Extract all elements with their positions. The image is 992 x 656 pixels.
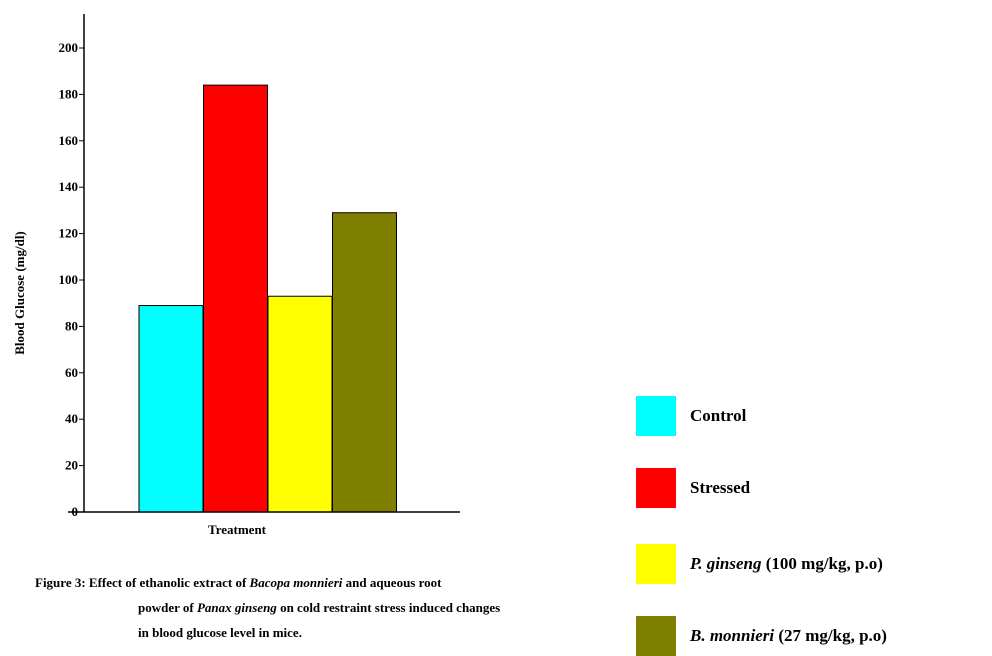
legend-item-stressed: Stressed [636, 468, 992, 508]
bar-1 [203, 84, 268, 513]
caption-line-3: in blood glucose level in mice. [138, 625, 302, 640]
x-axis-title: Treatment [208, 522, 267, 537]
legend-item-control: Control [636, 396, 992, 436]
y-tick-label: 180 [59, 86, 79, 101]
bar-chart: 020406080100120140160180200 Treatment Bl… [12, 14, 460, 537]
y-tick-label: 60 [65, 365, 78, 380]
legend-label: P. ginseng (100 mg/kg, p.o) [690, 554, 883, 573]
caption-line-1: Figure 3: Effect of ethanolic extract of… [35, 575, 442, 590]
y-tick-label: 200 [59, 40, 79, 55]
y-tick-label: 140 [59, 179, 79, 194]
legend-item-b-monnieri: B. monnieri (27 mg/kg, p.o) [636, 616, 992, 656]
y-axis: 020406080100120140160180200 [59, 14, 85, 519]
legend-label: Stressed [690, 478, 751, 497]
y-axis-title: Blood Glucose (mg/dl) [12, 231, 27, 355]
caption-line-2: powder of Panax ginseng on cold restrain… [138, 600, 501, 615]
y-tick-label: 100 [59, 272, 79, 287]
bars-group [138, 84, 397, 513]
y-tick-label: 40 [65, 411, 78, 426]
bar-0 [138, 305, 204, 513]
bar-2 [267, 295, 333, 513]
legend-swatch [636, 396, 676, 436]
y-tick-label: 160 [59, 133, 79, 148]
legend-swatch [636, 544, 676, 584]
legend-label: B. monnieri (27 mg/kg, p.o) [690, 626, 887, 645]
y-tick-label: 120 [59, 226, 79, 241]
y-tick-label: 80 [65, 318, 78, 333]
legend-label: Control [690, 406, 747, 425]
legend-swatch [636, 468, 676, 508]
bar-3 [332, 212, 397, 513]
legend-item-p-ginseng: P. ginseng (100 mg/kg, p.o) [636, 544, 992, 584]
legend-swatch [636, 616, 676, 656]
figure-caption: Figure 3: Effect of ethanolic extract of… [35, 570, 635, 645]
y-tick-label: 20 [65, 458, 78, 473]
